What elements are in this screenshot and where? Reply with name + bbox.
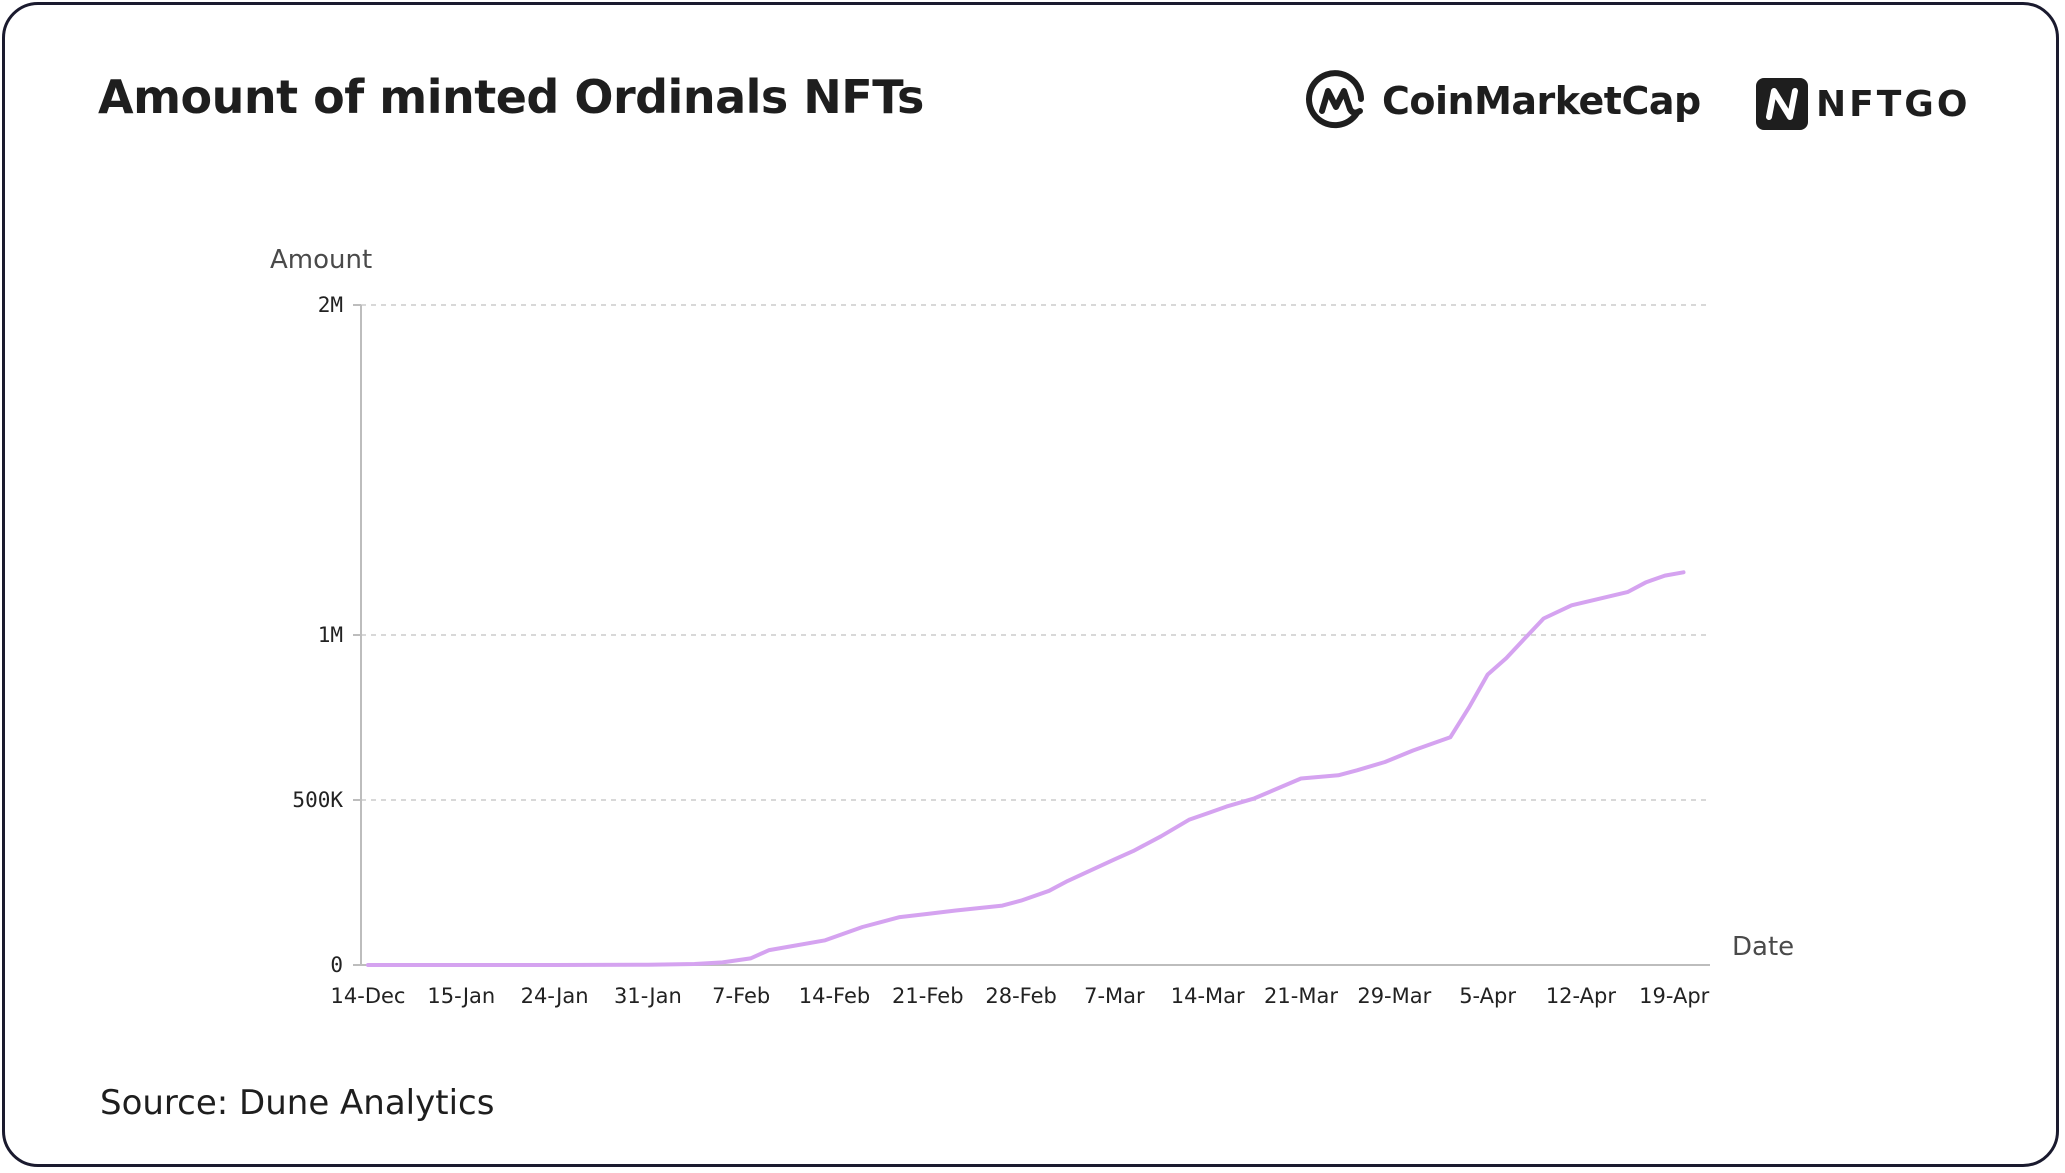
chart-title: Amount of minted Ordinals NFTs (98, 70, 924, 124)
series-line (366, 570, 1686, 967)
source-note: Source: Dune Analytics (100, 1083, 495, 1123)
x-tick-label: 28-Feb (985, 984, 1056, 1008)
nftgo-logo-icon (1756, 78, 1808, 130)
x-tick-label: 31-Jan (614, 984, 682, 1008)
x-tick-label: 29-Mar (1357, 984, 1431, 1008)
y-tick-label: 0 (330, 953, 343, 977)
coinmarketcap-logo: CoinMarketCap (1304, 68, 1701, 134)
x-tick-label: 12-Apr (1546, 984, 1617, 1008)
x-tick-label: 21-Mar (1264, 984, 1338, 1008)
x-tick-label: 14-Feb (799, 984, 870, 1008)
y-tick-label: 2M (318, 293, 343, 317)
x-tick-label: 21-Feb (892, 984, 963, 1008)
x-tick-label: 14-Mar (1171, 984, 1245, 1008)
x-tick-label: 7-Feb (712, 984, 770, 1008)
x-tick-label: 24-Jan (521, 984, 589, 1008)
x-axis-title: Date (1732, 932, 1794, 962)
y-axis-title: Amount (270, 245, 372, 275)
nftgo-logo: NFTGO (1756, 78, 1970, 130)
x-tick-label: 19-Apr (1639, 984, 1710, 1008)
x-tick-label: 5-Apr (1459, 984, 1516, 1008)
nftgo-wordmark: NFTGO (1816, 83, 1971, 125)
y-tick-label: 1M (318, 623, 343, 647)
coinmarketcap-logo-icon (1306, 70, 1364, 129)
x-tick-label: 15-Jan (427, 984, 495, 1008)
x-tick-label: 7-Mar (1084, 984, 1145, 1008)
x-tick-label: 14-Dec (331, 984, 406, 1008)
coinmarketcap-wordmark: CoinMarketCap (1382, 79, 1701, 123)
y-tick-label: 500K (292, 788, 343, 812)
